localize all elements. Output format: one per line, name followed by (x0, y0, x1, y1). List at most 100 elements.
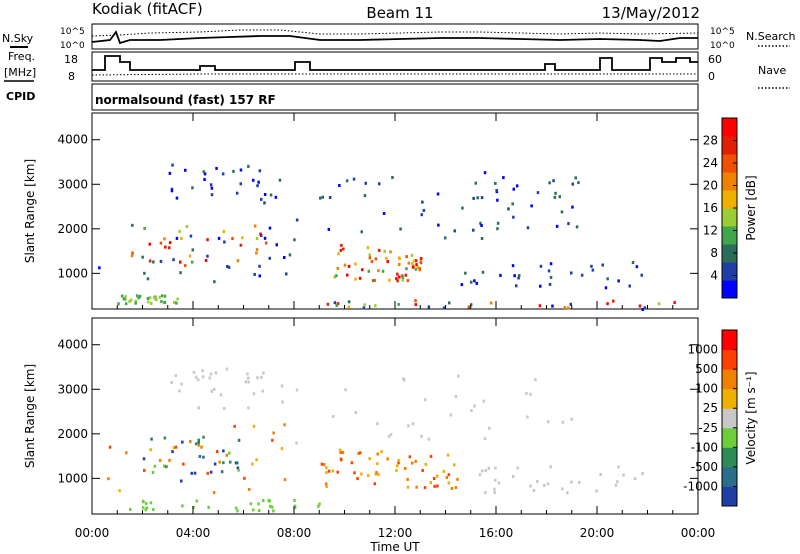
data-cell (421, 469, 424, 472)
data-cell (547, 269, 551, 273)
data-cell (567, 222, 570, 226)
data-cell (561, 487, 564, 491)
data-cell (285, 272, 288, 276)
data-cell (494, 466, 497, 470)
data-cell (215, 450, 219, 454)
data-cell (640, 273, 643, 277)
data-cell (172, 258, 175, 262)
data-cell (118, 489, 121, 493)
data-cell (168, 171, 172, 175)
data-cell (222, 449, 225, 453)
data-cell (134, 301, 137, 305)
data-cell (502, 176, 505, 180)
data-cell (163, 464, 166, 468)
data-cell (275, 243, 278, 247)
data-cell (131, 223, 134, 227)
y-axis-title: Slant Range [km] (23, 159, 37, 263)
date-title: 13/May/2012 (602, 4, 700, 22)
data-cell (449, 413, 453, 417)
data-cell (263, 236, 267, 240)
plot-frame (91, 317, 699, 515)
data-cell (436, 192, 440, 196)
data-cell (197, 440, 200, 444)
data-cell (247, 376, 250, 380)
data-cell (375, 471, 378, 474)
colorbar-segment (722, 136, 737, 155)
data-cell (326, 302, 330, 306)
data-cell (325, 471, 328, 474)
data-cell (181, 504, 184, 508)
data-cell (578, 480, 581, 484)
data-cell (293, 238, 296, 242)
data-cell (561, 420, 565, 424)
colorbar-tick-label: -100 (691, 440, 718, 454)
x-tick-label: 00:00 (681, 526, 716, 540)
data-cell (231, 237, 234, 240)
data-cell (590, 264, 593, 268)
data-cell (333, 275, 336, 279)
data-cell (175, 236, 179, 240)
data-cell (255, 237, 259, 240)
data-cell (406, 485, 410, 489)
data-cell (499, 273, 502, 277)
data-cell (374, 304, 377, 308)
data-cell (641, 308, 644, 311)
colorbar-segment (722, 208, 737, 227)
data-cell (148, 242, 151, 246)
data-cell (209, 470, 213, 474)
data-cell (258, 274, 261, 278)
data-cell (380, 450, 383, 454)
data-cell (549, 275, 553, 279)
data-cell (124, 295, 127, 299)
data-cell (339, 450, 343, 454)
data-cell (450, 487, 454, 490)
data-cell (173, 300, 176, 304)
data-cell (606, 302, 609, 306)
data-cell (261, 389, 264, 393)
data-cell (243, 476, 246, 480)
data-cell (488, 426, 491, 430)
data-cell (142, 506, 145, 510)
data-cell (397, 459, 401, 463)
data-cell (396, 272, 399, 276)
colorbar-segment (722, 447, 737, 468)
data-cell (548, 282, 552, 286)
data-cell (171, 163, 174, 167)
data-cell (387, 435, 391, 438)
data-cell (226, 265, 229, 268)
data-cell (136, 294, 139, 298)
cpid-label: CPID (6, 90, 35, 103)
data-cell (553, 195, 557, 199)
data-cell (420, 213, 423, 217)
data-cell (406, 279, 410, 283)
data-cell (347, 300, 351, 304)
data-cell (515, 184, 519, 188)
data-cell (577, 181, 580, 185)
nave-tick-top: 60 (708, 53, 722, 66)
data-cell (210, 389, 213, 393)
data-cell (344, 388, 347, 392)
data-cell (327, 469, 331, 473)
data-cell (151, 471, 155, 474)
data-cell (146, 277, 150, 281)
data-cell (170, 189, 174, 193)
data-cell (337, 252, 340, 256)
data-cell (182, 462, 185, 466)
data-cell (570, 271, 573, 275)
data-cell (145, 506, 149, 510)
data-cell (633, 477, 637, 481)
data-cell (128, 300, 131, 304)
data-cell (194, 442, 198, 446)
colorbar-tick-label: -500 (691, 460, 718, 474)
y-tick-label: 3000 (57, 382, 88, 396)
data-cell (529, 484, 532, 488)
colorbar-tick-label: 25 (703, 401, 718, 415)
y-tick-label: 2000 (57, 222, 88, 236)
data-cell (280, 384, 284, 388)
data-cell (263, 193, 267, 196)
data-cell (354, 277, 357, 281)
data-cell (197, 406, 200, 410)
data-cell (254, 224, 257, 228)
data-cell (554, 191, 557, 195)
data-cell (389, 432, 393, 436)
